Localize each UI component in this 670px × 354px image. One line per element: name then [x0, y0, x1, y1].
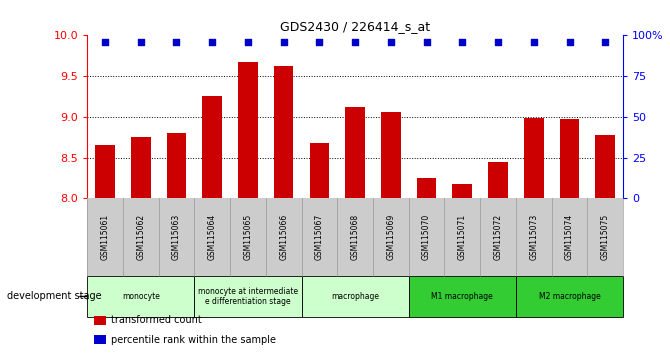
Text: GSM115062: GSM115062 — [136, 214, 145, 260]
Text: monocyte: monocyte — [122, 292, 159, 301]
Bar — [238, 62, 258, 198]
Text: macrophage: macrophage — [331, 292, 379, 301]
Bar — [167, 133, 186, 198]
Point — [600, 39, 610, 45]
Text: GSM115074: GSM115074 — [565, 214, 574, 260]
Text: GSM115071: GSM115071 — [458, 214, 467, 260]
Bar — [202, 96, 222, 198]
Text: GSM115061: GSM115061 — [100, 214, 109, 260]
Text: GSM115072: GSM115072 — [494, 214, 502, 260]
Point — [564, 39, 575, 45]
Text: GSM115063: GSM115063 — [172, 214, 181, 260]
Bar — [95, 145, 115, 198]
Point — [492, 39, 503, 45]
Point — [100, 39, 111, 45]
Bar — [274, 66, 293, 198]
Point — [457, 39, 468, 45]
Text: GSM115068: GSM115068 — [350, 214, 360, 260]
Text: M2 macrophage: M2 macrophage — [539, 292, 600, 301]
Bar — [488, 162, 508, 198]
Text: GSM115065: GSM115065 — [243, 214, 253, 260]
Point — [171, 39, 182, 45]
Point — [207, 39, 218, 45]
Text: percentile rank within the sample: percentile rank within the sample — [111, 335, 275, 345]
Point — [385, 39, 396, 45]
Point — [350, 39, 360, 45]
Bar — [131, 137, 151, 198]
Text: development stage: development stage — [7, 291, 101, 302]
Bar — [310, 143, 329, 198]
Bar — [559, 119, 580, 198]
Text: GSM115064: GSM115064 — [208, 214, 216, 260]
Point — [529, 39, 539, 45]
Bar — [381, 112, 401, 198]
Text: GSM115067: GSM115067 — [315, 214, 324, 260]
Bar — [417, 178, 436, 198]
Point — [314, 39, 325, 45]
Bar — [345, 107, 365, 198]
Text: M1 macrophage: M1 macrophage — [431, 292, 493, 301]
Text: monocyte at intermediate
e differentiation stage: monocyte at intermediate e differentiati… — [198, 287, 298, 306]
Text: transformed count: transformed count — [111, 315, 201, 325]
Text: GSM115070: GSM115070 — [422, 214, 431, 260]
Point — [421, 39, 432, 45]
Bar — [452, 184, 472, 198]
Text: GSM115073: GSM115073 — [529, 214, 538, 260]
Point — [278, 39, 289, 45]
Text: GSM115066: GSM115066 — [279, 214, 288, 260]
Point — [243, 39, 253, 45]
Text: GSM115075: GSM115075 — [601, 214, 610, 260]
Title: GDS2430 / 226414_s_at: GDS2430 / 226414_s_at — [280, 20, 430, 33]
Bar — [596, 135, 615, 198]
Text: GSM115069: GSM115069 — [387, 214, 395, 260]
Bar — [524, 119, 543, 198]
Point — [135, 39, 146, 45]
